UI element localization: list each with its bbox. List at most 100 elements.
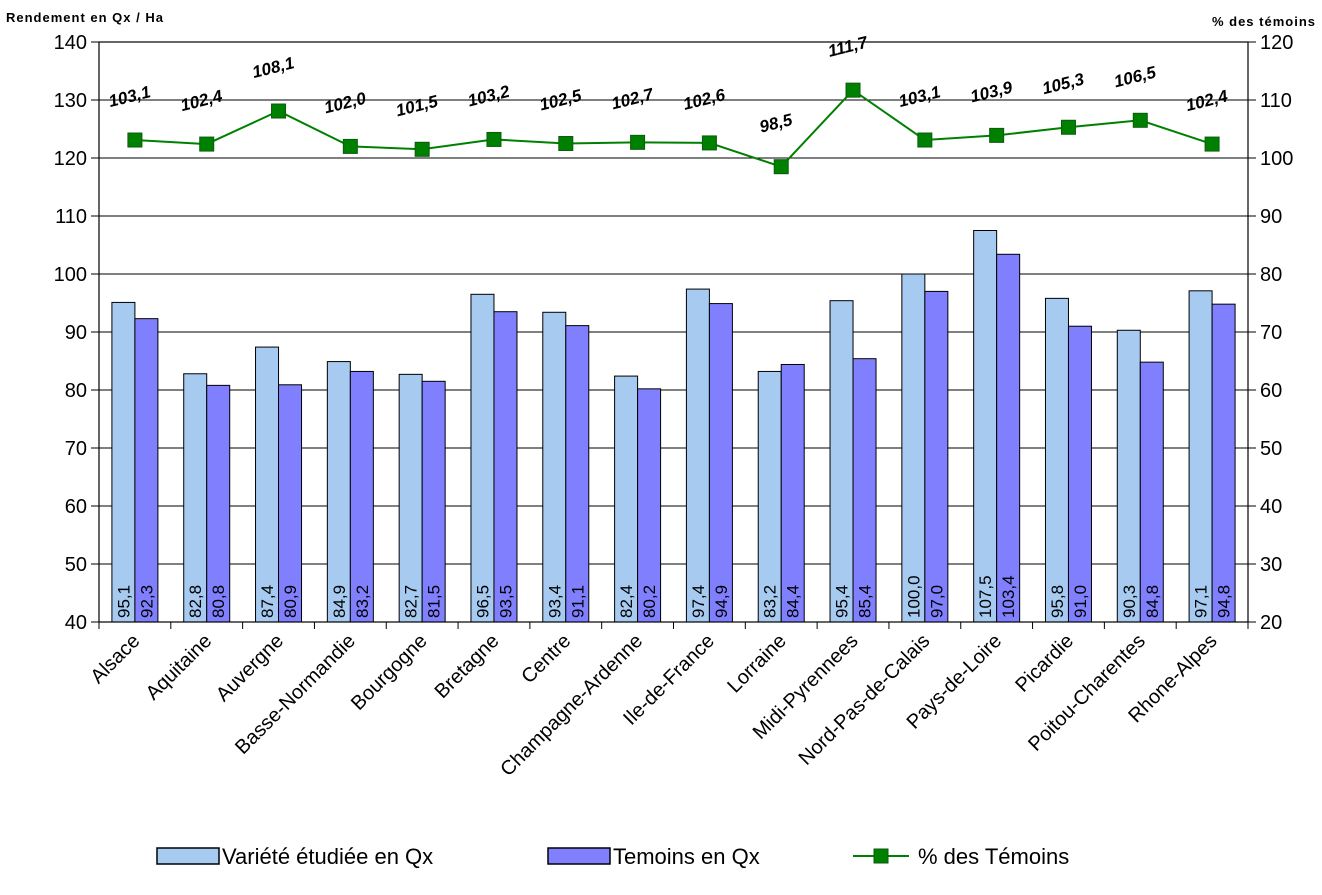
bar-label-temoins: 94,8 [1215, 585, 1234, 618]
percent-label: 102,0 [322, 89, 368, 118]
percent-marker [271, 103, 287, 119]
percent-label: 102,6 [681, 85, 727, 114]
x-tick-label: Bretagne [431, 630, 504, 703]
bar-variete [542, 311, 567, 623]
bar-temoins [1139, 361, 1164, 623]
y-right-tick-label: 20 [1260, 612, 1282, 634]
bar-label-temoins: 85,4 [856, 585, 875, 618]
bar-label-temoins: 103,4 [999, 575, 1018, 618]
percent-label: 111,7 [826, 32, 871, 60]
percent-label: 102,4 [1184, 86, 1230, 115]
percent-label: 102,5 [538, 86, 584, 115]
percent-marker [127, 132, 143, 148]
y-left-tick-label: 120 [54, 148, 87, 170]
y-left-tick-label: 130 [54, 90, 87, 112]
bar-temoins [134, 318, 159, 623]
x-tick-label: Bourgogne [347, 630, 432, 715]
bar-label-temoins: 80,8 [209, 585, 228, 618]
legend-label-temoins: Temoins en Qx [613, 844, 760, 869]
y-right-tick-label: 80 [1260, 264, 1282, 286]
bar-temoins [708, 303, 733, 623]
bar-variete [326, 361, 351, 623]
percent-marker [989, 127, 1005, 143]
x-tick-label: Champagne-Ardenne [496, 630, 647, 781]
bar-temoins [493, 311, 518, 623]
bar-label-variete: 84,9 [330, 585, 349, 618]
bar-label-variete: 95,1 [114, 585, 133, 618]
axes: 40 20 50 30 60 40 70 50 80 60 90 70 100 80 110 90 120 100… [54, 32, 1294, 781]
bar-label-variete: 107,5 [976, 575, 995, 618]
percent-label: 103,1 [107, 82, 153, 111]
y-right-tick-label: 30 [1260, 554, 1282, 576]
bar-temoins [780, 363, 805, 623]
y-left-tick-label: 70 [65, 438, 87, 460]
x-tick-label: Auvergne [212, 630, 288, 706]
percent-marker [342, 138, 358, 154]
x-tick-label: Nord-Pas-de-Calais [795, 630, 935, 770]
legend-marker-percent [873, 848, 889, 864]
bar-variete [829, 300, 854, 623]
bar-label-temoins: 84,4 [784, 585, 803, 618]
y-left-tick-label: 140 [54, 32, 87, 54]
percent-marker [1060, 119, 1076, 135]
percent-label: 103,1 [897, 82, 943, 111]
y-left-tick-label: 50 [65, 554, 87, 576]
percent-label: 98,5 [758, 110, 795, 137]
bar-variete [111, 301, 136, 623]
percent-label: 106,5 [1112, 62, 1158, 91]
bar-temoins [924, 290, 949, 623]
percent-label: 102,4 [178, 86, 224, 115]
legend-label-variete: Variété étudiée en Qx [222, 844, 433, 869]
bar-variete [1044, 297, 1069, 623]
bar-temoins [1211, 303, 1236, 623]
legend: Variété étudiée en Qx Temoins en Qx % de… [156, 844, 1069, 869]
bar-variete [973, 230, 998, 623]
percent-marker [414, 141, 430, 157]
percent-marker [199, 136, 215, 152]
bar-label-variete: 93,4 [545, 585, 564, 618]
bar-label-variete: 97,1 [1192, 585, 1211, 618]
x-tick-label: Aquitaine [142, 630, 217, 705]
percent-marker [486, 131, 502, 147]
y-right-tick-label: 100 [1260, 148, 1293, 170]
bar-label-variete: 96,5 [473, 585, 492, 618]
y-left-tick-label: 100 [54, 264, 87, 286]
percent-marker [630, 134, 646, 150]
y-right-tick-label: 40 [1260, 496, 1282, 518]
bar-variete [757, 370, 782, 623]
percent-label: 105,3 [1040, 69, 1086, 98]
bar-label-variete: 82,7 [402, 585, 421, 618]
bar-variete [255, 346, 280, 623]
bar-label-temoins: 94,9 [712, 585, 731, 618]
y-left-tick-label: 60 [65, 496, 87, 518]
percent-marker [558, 136, 574, 151]
x-tick-label: Centre [517, 630, 575, 688]
y-left-tick-label: 80 [65, 380, 87, 402]
bar-label-variete: 100,0 [904, 575, 923, 618]
percent-label: 102,7 [609, 84, 656, 113]
percent-label: 108,1 [250, 53, 296, 82]
legend-swatch-variete [156, 847, 220, 865]
bar-label-variete: 90,3 [1120, 585, 1139, 618]
bar-temoins [349, 370, 374, 623]
bar-temoins [996, 253, 1021, 623]
bar-label-temoins: 81,5 [425, 585, 444, 618]
y-right-axis-title: % des témoins [1212, 14, 1316, 29]
x-tick-label: Picardie [1011, 630, 1078, 697]
legend-label-percent: % des Témoins [918, 844, 1069, 869]
bar-label-temoins: 83,2 [353, 585, 372, 618]
bar-label-temoins: 91,1 [568, 585, 587, 618]
percent-label: 103,2 [466, 82, 512, 111]
bar-variete [1188, 290, 1213, 623]
bar-temoins [565, 325, 590, 623]
y-right-tick-label: 90 [1260, 206, 1282, 228]
bar-label-variete: 95,8 [1048, 585, 1067, 618]
y-left-tick-label: 40 [65, 612, 87, 634]
y-right-tick-label: 120 [1260, 32, 1293, 54]
y-right-tick-label: 60 [1260, 380, 1282, 402]
bar-variete [470, 293, 495, 623]
percent-series-line [134, 88, 1213, 168]
percent-marker [1204, 136, 1220, 152]
bar-label-temoins: 92,3 [137, 585, 156, 618]
